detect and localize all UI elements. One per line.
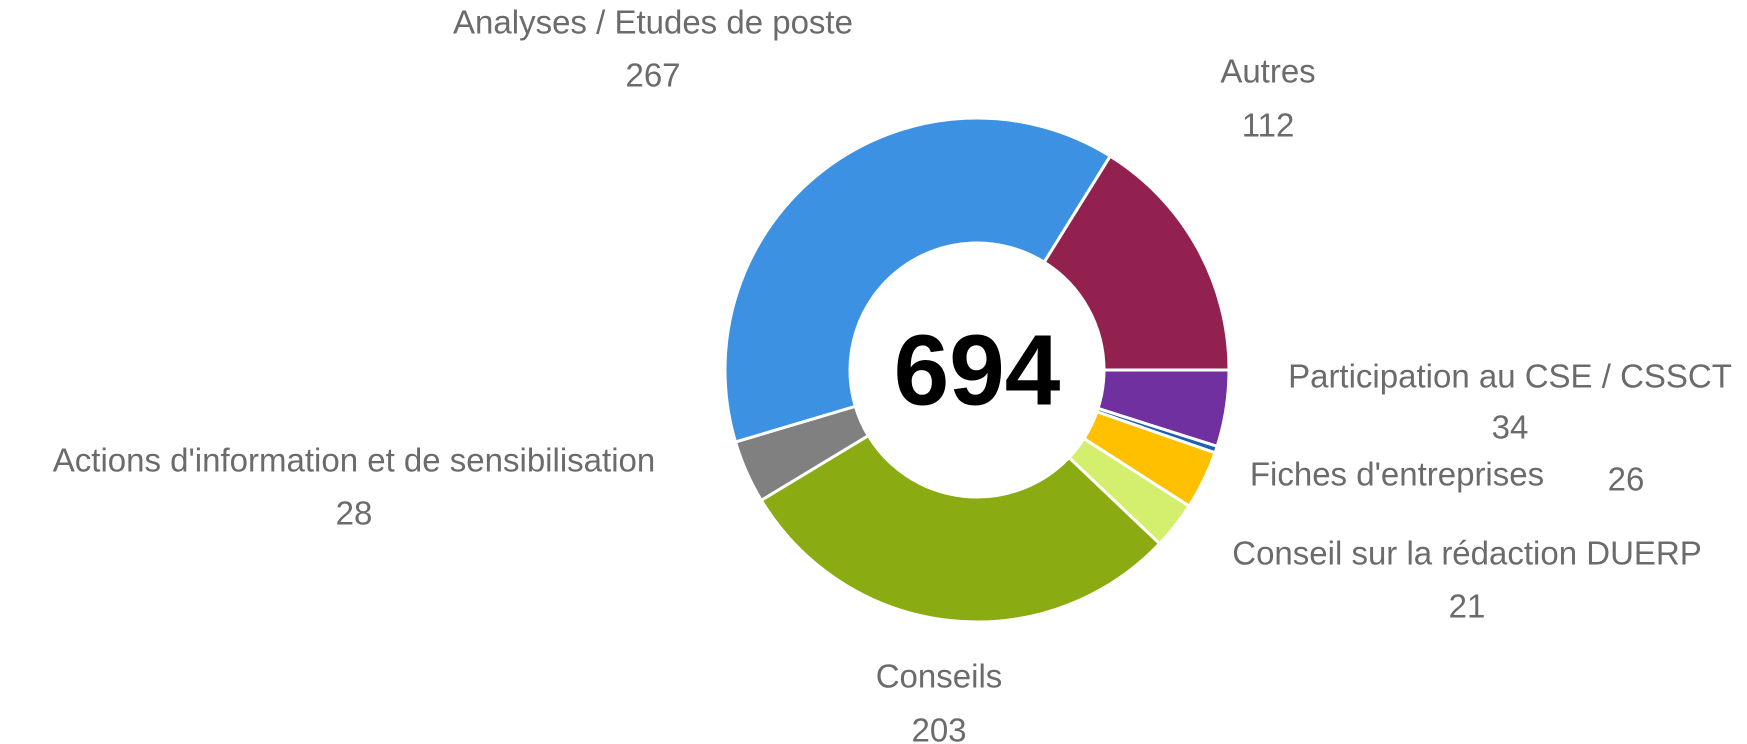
slice-label: Fiches d'entreprises xyxy=(1250,456,1544,493)
donut-slice xyxy=(1042,153,1231,372)
slice-label: Conseil sur la rédaction DUERP xyxy=(1232,535,1702,572)
slice-label: Analyses / Etudes de poste xyxy=(453,4,853,41)
slice-label: Participation au CSE / CSSCT xyxy=(1288,358,1732,395)
slice-value: 112 xyxy=(1242,107,1295,144)
slice-label: Autres xyxy=(1220,53,1315,90)
slice-label: Actions d'information et de sensibilisat… xyxy=(53,442,655,479)
donut-slice xyxy=(723,116,1113,444)
slice-value: 203 xyxy=(911,712,966,744)
slice-value: 28 xyxy=(336,495,373,532)
slice-label: Conseils xyxy=(876,658,1003,695)
slice-value: 34 xyxy=(1492,409,1529,446)
slice-value: 21 xyxy=(1449,588,1486,625)
slice-value: 267 xyxy=(625,57,680,94)
slice-value: 26 xyxy=(1608,461,1645,498)
donut-slice xyxy=(759,433,1162,624)
total: 694 xyxy=(894,314,1061,426)
